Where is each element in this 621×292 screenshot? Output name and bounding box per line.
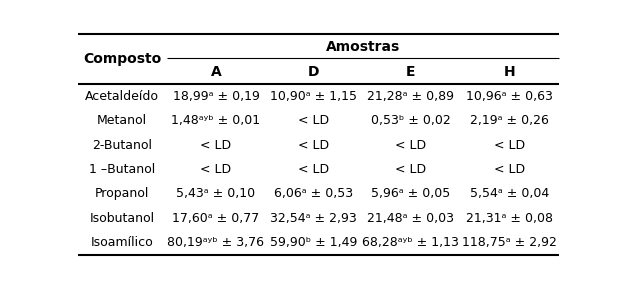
Text: 68,28ᵃʸᵇ ± 1,13: 68,28ᵃʸᵇ ± 1,13 bbox=[363, 236, 460, 249]
Text: < LD: < LD bbox=[494, 138, 525, 152]
Text: 18,99ᵃ ± 0,19: 18,99ᵃ ± 0,19 bbox=[173, 90, 260, 102]
Text: < LD: < LD bbox=[298, 138, 329, 152]
Text: < LD: < LD bbox=[298, 163, 329, 176]
Text: 5,54ᵃ ± 0,04: 5,54ᵃ ± 0,04 bbox=[470, 187, 549, 200]
Text: < LD: < LD bbox=[396, 138, 427, 152]
Text: H: H bbox=[504, 65, 515, 79]
Text: Acetaldeído: Acetaldeído bbox=[85, 90, 159, 102]
Text: 2,19ᵃ ± 0,26: 2,19ᵃ ± 0,26 bbox=[470, 114, 549, 127]
Text: 2-Butanol: 2-Butanol bbox=[92, 138, 152, 152]
Text: 32,54ᵃ ± 2,93: 32,54ᵃ ± 2,93 bbox=[270, 212, 357, 225]
Text: Propanol: Propanol bbox=[95, 187, 149, 200]
Text: < LD: < LD bbox=[201, 163, 232, 176]
Text: < LD: < LD bbox=[201, 138, 232, 152]
Text: Isobutanol: Isobutanol bbox=[89, 212, 155, 225]
Text: 0,53ᵇ ± 0,02: 0,53ᵇ ± 0,02 bbox=[371, 114, 451, 127]
Text: Composto: Composto bbox=[83, 53, 161, 67]
Text: < LD: < LD bbox=[298, 114, 329, 127]
Text: 59,90ᵇ ± 1,49: 59,90ᵇ ± 1,49 bbox=[270, 236, 357, 249]
Text: 17,60ᵃ ± 0,77: 17,60ᵃ ± 0,77 bbox=[173, 212, 260, 225]
Text: A: A bbox=[211, 65, 221, 79]
Text: 5,96ᵃ ± 0,05: 5,96ᵃ ± 0,05 bbox=[371, 187, 450, 200]
Text: 6,06ᵃ ± 0,53: 6,06ᵃ ± 0,53 bbox=[274, 187, 353, 200]
Text: 1,48ᵃʸᵇ ± 0,01: 1,48ᵃʸᵇ ± 0,01 bbox=[171, 114, 261, 127]
Text: D: D bbox=[307, 65, 319, 79]
Text: 10,96ᵃ ± 0,63: 10,96ᵃ ± 0,63 bbox=[466, 90, 553, 102]
Text: 10,90ᵃ ± 1,15: 10,90ᵃ ± 1,15 bbox=[270, 90, 357, 102]
Text: 80,19ᵃʸᵇ ± 3,76: 80,19ᵃʸᵇ ± 3,76 bbox=[168, 236, 265, 249]
Text: Amostras: Amostras bbox=[325, 40, 400, 54]
Text: 21,28ᵃ ± 0,89: 21,28ᵃ ± 0,89 bbox=[368, 90, 455, 102]
Text: 118,75ᵃ ± 2,92: 118,75ᵃ ± 2,92 bbox=[462, 236, 557, 249]
Text: 21,31ᵃ ± 0,08: 21,31ᵃ ± 0,08 bbox=[466, 212, 553, 225]
Text: Metanol: Metanol bbox=[97, 114, 147, 127]
Text: 5,43ᵃ ± 0,10: 5,43ᵃ ± 0,10 bbox=[176, 187, 256, 200]
Text: E: E bbox=[406, 65, 415, 79]
Text: 21,48ᵃ ± 0,03: 21,48ᵃ ± 0,03 bbox=[368, 212, 455, 225]
Text: 1 –Butanol: 1 –Butanol bbox=[89, 163, 155, 176]
Text: < LD: < LD bbox=[494, 163, 525, 176]
Text: Isoamílico: Isoamílico bbox=[91, 236, 153, 249]
Text: < LD: < LD bbox=[396, 163, 427, 176]
